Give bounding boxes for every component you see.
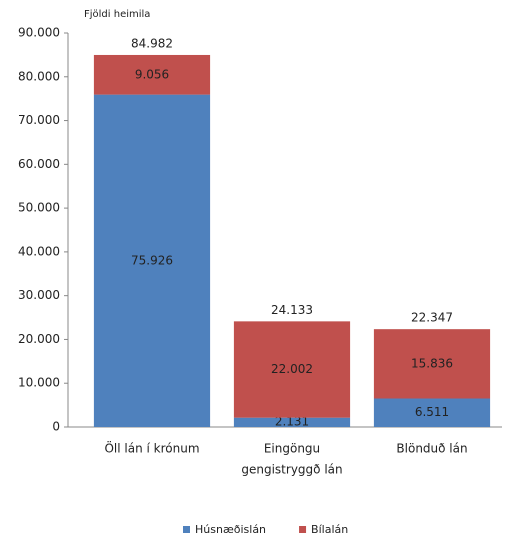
x-tick-label: Öll lán í krónum bbox=[104, 440, 199, 456]
legend-label: Bílalán bbox=[311, 523, 348, 536]
legend-swatch bbox=[183, 526, 190, 533]
total-label: 24.133 bbox=[271, 303, 313, 317]
value-label: 9.056 bbox=[135, 67, 169, 81]
value-label: 75.926 bbox=[131, 253, 173, 267]
y-tick-label: 90.000 bbox=[18, 26, 60, 40]
bar-segment bbox=[373, 329, 491, 399]
y-axis-label: Fjöldi heimila bbox=[84, 9, 150, 20]
value-label: 22.002 bbox=[271, 362, 313, 376]
y-tick-label: 0 bbox=[52, 420, 60, 434]
y-tick-label: 30.000 bbox=[18, 288, 60, 302]
x-tick-label: Eingöngu bbox=[264, 442, 320, 456]
bar-segment bbox=[93, 94, 211, 427]
bar-segment bbox=[233, 321, 351, 418]
bar-segment bbox=[93, 54, 211, 95]
total-label: 84.982 bbox=[131, 36, 173, 50]
y-tick-label: 20.000 bbox=[18, 332, 60, 346]
value-label: 15.836 bbox=[411, 356, 453, 370]
bar-segment bbox=[373, 398, 491, 427]
x-tick-label: gengistryggð lán bbox=[241, 463, 342, 477]
y-tick-label: 70.000 bbox=[18, 113, 60, 127]
y-tick-label: 80.000 bbox=[18, 69, 60, 83]
y-tick-label: 50.000 bbox=[18, 201, 60, 215]
value-label: 6.511 bbox=[415, 405, 449, 419]
x-tick-label: Blönduð lán bbox=[396, 442, 467, 456]
legend-swatch bbox=[299, 526, 307, 533]
value-label: 2.131 bbox=[275, 415, 309, 429]
y-tick-label: 10.000 bbox=[18, 376, 60, 390]
bar-segment bbox=[233, 417, 351, 427]
y-tick-label: 40.000 bbox=[18, 244, 60, 258]
legend-label: Húsnæðislán bbox=[195, 523, 266, 536]
y-tick-label: 60.000 bbox=[18, 157, 60, 171]
total-label: 22.347 bbox=[411, 311, 453, 325]
